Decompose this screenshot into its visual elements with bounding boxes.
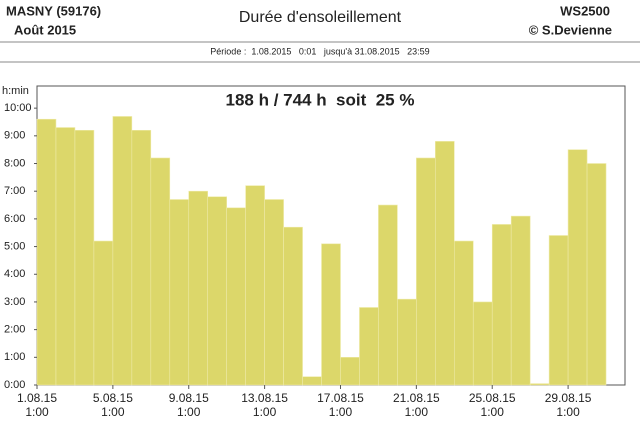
bar [472,301,493,386]
x-tick-label: 1.08.15 1:00 [16,391,58,419]
y-tick-label: 7:00 [4,185,25,197]
bar [397,298,417,386]
bar [321,243,341,386]
chart-title: Durée d'ensoleillement [239,9,402,26]
y-tick-label: 3:00 [4,296,25,308]
bar [359,307,379,386]
x-tick-label: 25.08.15 1:00 [468,391,516,419]
station: MASNY (59176) [6,3,101,18]
bar [567,149,588,386]
bar [245,185,265,386]
bar [36,118,57,386]
bar [93,240,114,386]
y-tick-label: 2:00 [4,324,25,336]
bar [74,129,95,386]
annotation: 188 h / 744 h soit 25 % [226,90,415,109]
bar [283,226,303,386]
bar [264,199,284,386]
x-tick-label: 29.08.15 1:00 [544,391,592,419]
y-tick-label: 1:00 [4,351,25,363]
bar [131,129,152,386]
bar [302,376,322,386]
y-tick-label: 10:00 [4,102,32,114]
x-tick-label: 13.08.15 1:00 [241,391,288,419]
bar [169,199,190,386]
bar [529,383,550,386]
y-tick-label: 0:00 [4,379,25,391]
y-tick-label: 8:00 [4,157,25,169]
bar [188,190,209,386]
x-tick-label: 17.08.15 1:00 [317,391,364,419]
period: Période : 1.08.2015 0:01 jusqu'à 31.08.2… [210,46,429,56]
bar [226,207,246,386]
bar [586,163,607,386]
x-tick-label: 21.08.15 1:00 [392,391,440,419]
bar [150,157,171,386]
y-tick-label: 4:00 [4,268,25,280]
bar [112,116,133,386]
bar [416,157,436,386]
bar [453,240,474,386]
bar [55,127,76,386]
bar [510,215,531,386]
bar [548,235,569,386]
bar [207,196,227,386]
y-tick-label: 9:00 [4,130,25,142]
y-tick-label: 5:00 [4,240,25,252]
bar [491,224,512,386]
bar [435,141,455,386]
bar [378,204,398,386]
month: Août 2015 [14,22,76,37]
x-tick-label: 9.08.15 1:00 [168,391,209,419]
y-tick-label: 6:00 [4,213,25,225]
y-axis-label: h:min [2,85,29,97]
author: © S.Devienne [529,22,612,37]
x-tick-label: 5.08.15 1:00 [92,391,133,419]
device: WS2500 [560,3,610,18]
bar [340,357,360,386]
